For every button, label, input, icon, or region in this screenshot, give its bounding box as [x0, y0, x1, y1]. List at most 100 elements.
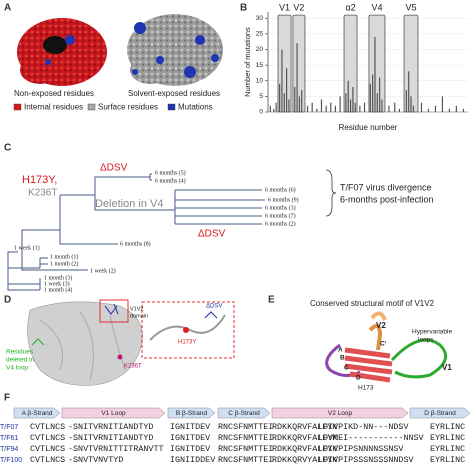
- bar: [462, 108, 464, 112]
- bar: [434, 105, 437, 112]
- leaf-label: 6 months (4): [155, 177, 186, 184]
- bar: [275, 102, 277, 112]
- sequence: IGNITDEV: [170, 433, 210, 443]
- inset-structure: [149, 314, 226, 341]
- bar: [388, 105, 390, 112]
- bar: [405, 90, 407, 112]
- bracket-text: 6-months post-infection: [340, 194, 434, 204]
- sequence: -SNVTVRNITTITRANVTT: [68, 444, 164, 454]
- bar: [273, 108, 275, 112]
- bar: [288, 99, 290, 112]
- sequence: LDIVPIPSSSNSSSNNDSV: [318, 455, 414, 465]
- mutation-label: H173Y,: [22, 174, 57, 186]
- strand-arrow: [271, 407, 409, 419]
- sequence: EYRLINC: [430, 422, 465, 432]
- dsv-label: ΔDSV: [206, 304, 222, 310]
- bar: [306, 105, 309, 112]
- bar: [345, 93, 347, 112]
- row-name: T/F61: [0, 435, 18, 442]
- bar: [281, 49, 283, 112]
- y-tick-label: 0: [259, 109, 263, 116]
- bar: [455, 105, 457, 112]
- mutation-label: K236T: [28, 188, 57, 199]
- y-tick-label: 25: [256, 31, 264, 38]
- legend-swatch: [167, 103, 176, 111]
- sequence: RNCSFNMTTEI: [218, 455, 273, 465]
- sequence: CVTLNCS: [30, 455, 65, 465]
- bar: [394, 102, 396, 112]
- bar: [298, 96, 300, 112]
- bar: [398, 108, 400, 112]
- bar: [296, 43, 298, 112]
- caption: Solvent-exposed residues: [128, 89, 220, 98]
- domain-label: domain: [130, 313, 148, 319]
- bar: [334, 105, 337, 112]
- leaf-label: 6 months (5): [155, 169, 186, 176]
- row-name: T/F100: [0, 457, 22, 464]
- bar-chart: 0 5 10 15 20 25 30 V1 V2 α2 V4 V5 Number of mutation…: [243, 2, 468, 132]
- panel-label: E: [268, 295, 275, 306]
- bar: [420, 102, 423, 112]
- leaf-label: 6 months (2): [265, 220, 296, 227]
- leaf-label: 6 months (7): [265, 212, 296, 219]
- sequence: LDIVPIPSNNNNSSNSV: [318, 444, 403, 454]
- strand-label: C: [344, 365, 349, 372]
- strand-label: D: [356, 375, 361, 382]
- header-label: V1 Loop: [101, 410, 126, 417]
- sequence: CVTLNCS: [30, 422, 65, 432]
- legend-label: Surface residues: [98, 103, 158, 112]
- sequence: -SNITVRNITIANDTYD: [68, 433, 153, 443]
- strand-label: A: [338, 347, 343, 354]
- panel-label: C: [4, 143, 11, 154]
- region-label: α2: [345, 2, 355, 12]
- strand-label: C': [380, 341, 387, 348]
- deletion-label: ΔDSV: [100, 163, 128, 174]
- leaf-label: 1 month (1): [50, 253, 78, 260]
- row-name: T/F94: [0, 446, 18, 453]
- domain-label: V1V2: [130, 306, 143, 312]
- bar: [330, 102, 332, 112]
- strand-arrow: [61, 407, 166, 419]
- sequence: RDKKQRVYALFYK: [272, 455, 338, 465]
- bar: [283, 93, 285, 112]
- bar: [339, 96, 341, 112]
- y-tick-label: 15: [256, 62, 264, 69]
- region-label: V1: [279, 2, 290, 12]
- hyper-label: loops: [418, 337, 434, 344]
- sequence: CVTLNCS: [30, 444, 65, 454]
- protein-surface: [127, 14, 223, 86]
- sequence: EYRLINC: [430, 433, 465, 443]
- strand-label: B: [340, 355, 345, 362]
- bar: [379, 77, 381, 112]
- row-name: T/F07: [0, 424, 18, 431]
- header-label: D β-Strand: [424, 410, 456, 417]
- v1-label: V1: [442, 363, 452, 372]
- bar: [359, 105, 361, 112]
- legend-label: Mutations: [178, 103, 213, 112]
- y-tick-label: 20: [256, 46, 264, 53]
- alignment: A β-Strand V1 Loop B β-Strand C β-Strand V2 …: [0, 407, 471, 465]
- leaf-label: 1 week (2): [90, 267, 116, 274]
- sequence: RDKKQRVFALFYK: [272, 422, 338, 432]
- bar: [301, 90, 303, 112]
- leaf-label: 1 week (3): [44, 280, 70, 287]
- bar: [363, 102, 366, 112]
- bar: [347, 80, 349, 112]
- bar: [448, 108, 450, 112]
- region-label: V4: [371, 2, 382, 12]
- bracket: [325, 169, 337, 217]
- leaf-label: 6 months (3): [265, 204, 296, 211]
- sequence: LDIVPIKD-NN---NDSV: [318, 422, 408, 432]
- leaf-label: 6 months (8): [120, 240, 151, 247]
- bar: [427, 108, 430, 112]
- bar: [279, 83, 281, 112]
- y-axis-label: Number of mutations: [243, 27, 252, 97]
- y-tick-label: 5: [259, 93, 263, 100]
- bar: [412, 105, 414, 112]
- inset-structure: [204, 311, 218, 319]
- sequence: IGNITDEV: [170, 422, 210, 432]
- bar: [311, 102, 313, 112]
- sequence: LDVMEI-----------NNSV: [318, 433, 424, 443]
